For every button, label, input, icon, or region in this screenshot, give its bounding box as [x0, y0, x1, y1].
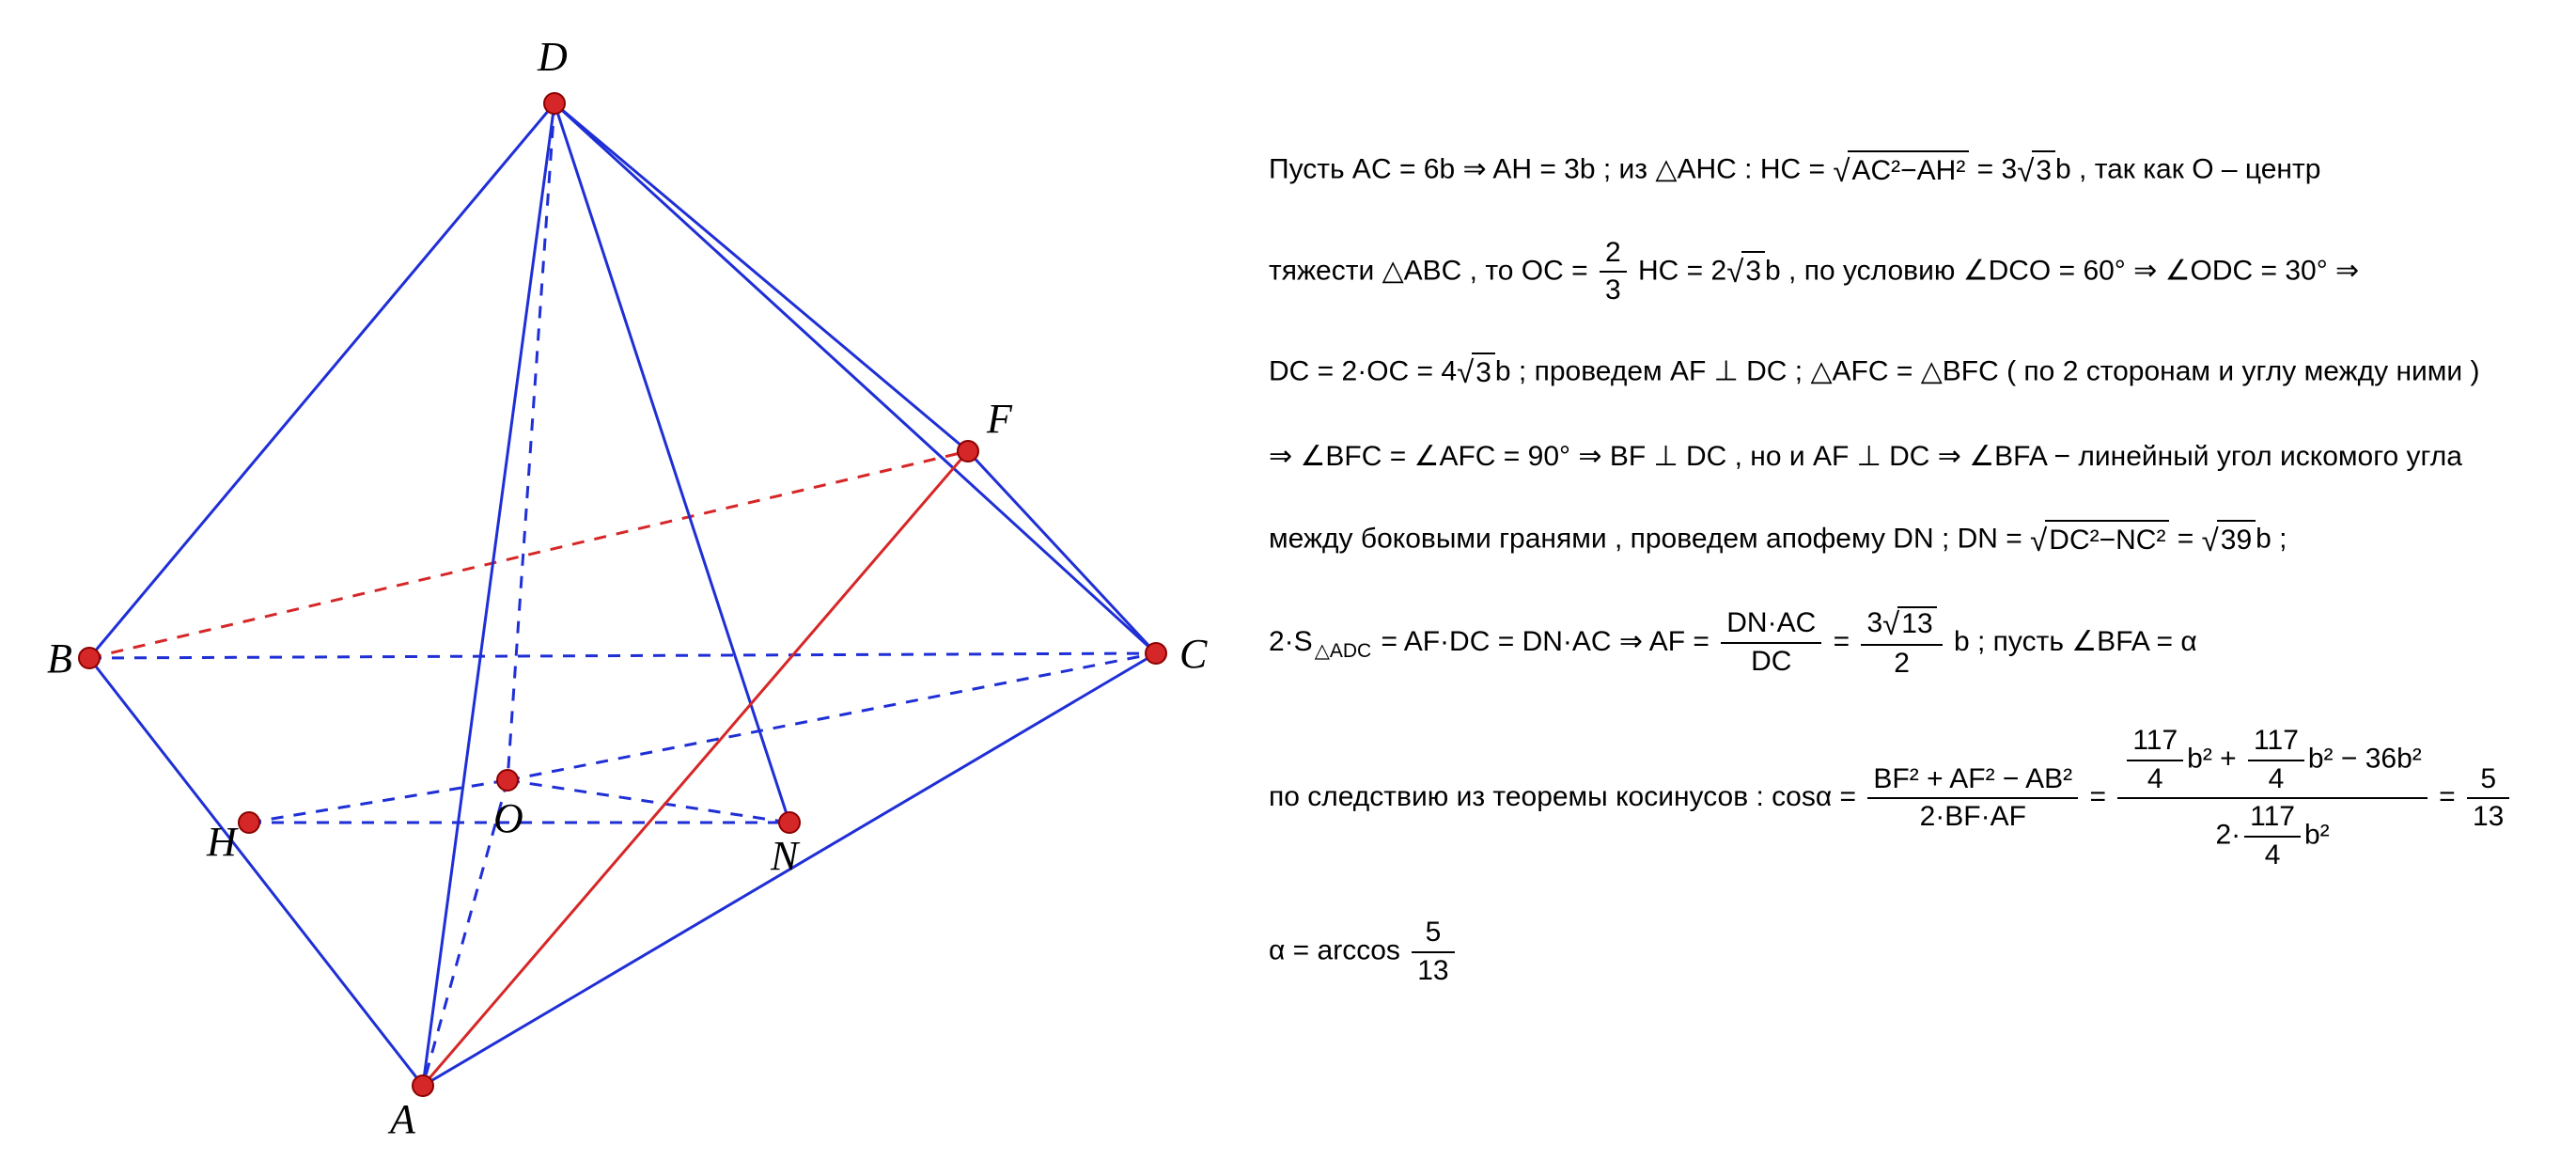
big-fraction: 1174b² + 1174b² − 36b² 2·1174b² [2117, 725, 2427, 871]
pyramid-diagram: D F B C O H N A [19, 19, 1241, 1156]
fraction: 513 [2467, 763, 2509, 834]
point-A [413, 1075, 433, 1096]
fraction: 513 [1412, 917, 1454, 987]
subscript: △ADC [1313, 640, 1374, 662]
math-line-6: 2·S△ADC = AF·DC = DN·AC ⇒ AF = DN·ACDC =… [1269, 606, 2538, 680]
point-label-H: H [206, 819, 239, 865]
point-label-A: A [387, 1096, 416, 1142]
sqrt: AC²−AH² [1833, 150, 1969, 192]
text: 2·S [1269, 626, 1313, 657]
diagram-column: D F B C O H N A [19, 19, 1259, 1157]
text: по следствию из теоремы косинусов : cosα… [1269, 781, 1864, 812]
text: b ; пусть ∠BFA = α [1954, 626, 2197, 657]
edge-B-C [89, 653, 1156, 658]
math-column: Пусть AC = 6b ⇒ AH = 3b ; из △AHC : HC =… [1259, 19, 2538, 1157]
sqrt: 39 [2202, 520, 2256, 561]
math-line-1: Пусть AC = 6b ⇒ AH = 3b ; из △AHC : HC =… [1269, 150, 2538, 192]
point-F [958, 441, 978, 462]
edge-A-F [423, 451, 968, 1086]
text: b ; проведем AF ⊥ DC ; △AFC = △BFC ( по … [1495, 355, 2480, 386]
sqrt: 3 [2017, 150, 2055, 192]
text: = 3 [1977, 154, 2018, 185]
point-D [544, 93, 565, 114]
math-line-4: ⇒ ∠BFC = ∠AFC = 90° ⇒ BF ⊥ DC , но и AF … [1269, 438, 2538, 475]
text: = [2439, 781, 2463, 812]
text: b ; [2256, 524, 2287, 555]
edge-O-C [507, 653, 1156, 780]
point-label-F: F [986, 396, 1013, 442]
sqrt: DC²−NC² [2030, 520, 2169, 561]
fraction: 23 [1600, 237, 1627, 307]
point-O [497, 770, 518, 791]
text: = [2089, 781, 2114, 812]
sqrt: 3 [1726, 251, 1765, 292]
edge-D-A [423, 103, 554, 1086]
text: = AF·DC = DN·AC ⇒ AF = [1373, 626, 1717, 657]
point-B [79, 648, 100, 668]
text: = [2178, 524, 2202, 555]
math-line-8: α = arccos 513 [1269, 917, 2538, 987]
fraction: BF² + AF² − AB²2·BF·AF [1867, 763, 2078, 834]
edge-F-C [968, 451, 1156, 653]
text: ⇒ ∠BFC = ∠AFC = 90° ⇒ BF ⊥ DC , но и AF … [1269, 441, 2462, 472]
point-label-N: N [770, 833, 801, 879]
edge-B-F [89, 451, 968, 658]
text: b , по условию ∠DCO = 60° ⇒ ∠ODC = 30° ⇒ [1765, 255, 2359, 286]
text: α = arccos [1269, 934, 1408, 965]
math-line-2: тяжести △ABC , то OC = 23 HC = 23b , по … [1269, 237, 2538, 307]
edge-O-N [507, 780, 789, 823]
point-H [239, 812, 259, 833]
point-label-C: C [1179, 631, 1208, 677]
text: между боковыми гранями , проведем апофем… [1269, 524, 2030, 555]
sqrt: 13 [1882, 606, 1937, 642]
math-line-7: по следствию из теоремы косинусов : cosα… [1269, 725, 2538, 871]
edge-D-O [507, 103, 554, 780]
math-line-3: DC = 2·OC = 43b ; проведем AF ⊥ DC ; △AF… [1269, 353, 2538, 394]
point-label-B: B [47, 635, 72, 682]
point-label-O: O [493, 795, 523, 841]
text: b , так как O – центр [2055, 154, 2320, 185]
edge-D-F [554, 103, 968, 451]
point-C [1146, 643, 1166, 664]
text: HC = 2 [1638, 255, 1726, 286]
text: тяжести △ABC , то OC = [1269, 255, 1596, 286]
edge-D-B [89, 103, 554, 658]
fraction: DN·ACDC [1721, 607, 1821, 678]
math-line-5: между боковыми гранями , проведем апофем… [1269, 520, 2538, 561]
text: Пусть AC = 6b ⇒ AH = 3b ; из △AHC : HC = [1269, 154, 1833, 185]
text: DC = 2·OC = 4 [1269, 355, 1457, 386]
edge-H-O [249, 780, 507, 823]
text: = [1834, 626, 1858, 657]
point-N [779, 812, 800, 833]
point-label-D: D [537, 34, 568, 80]
sqrt: 3 [1457, 353, 1495, 394]
fraction: 313 2 [1861, 606, 1942, 680]
page: D F B C O H N A Пусть AC = 6b ⇒ AH = 3b ; из △A… [0, 0, 2576, 1176]
edge-B-A [89, 658, 423, 1086]
